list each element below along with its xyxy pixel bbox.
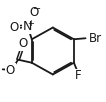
Text: N: N xyxy=(23,19,32,33)
Text: F: F xyxy=(75,69,81,83)
Text: O: O xyxy=(10,21,19,34)
Text: O: O xyxy=(29,6,38,19)
Text: O: O xyxy=(6,64,15,77)
Text: O: O xyxy=(19,37,28,50)
Text: −: − xyxy=(33,4,41,14)
Text: +: + xyxy=(27,19,34,28)
Text: Br: Br xyxy=(89,32,102,45)
